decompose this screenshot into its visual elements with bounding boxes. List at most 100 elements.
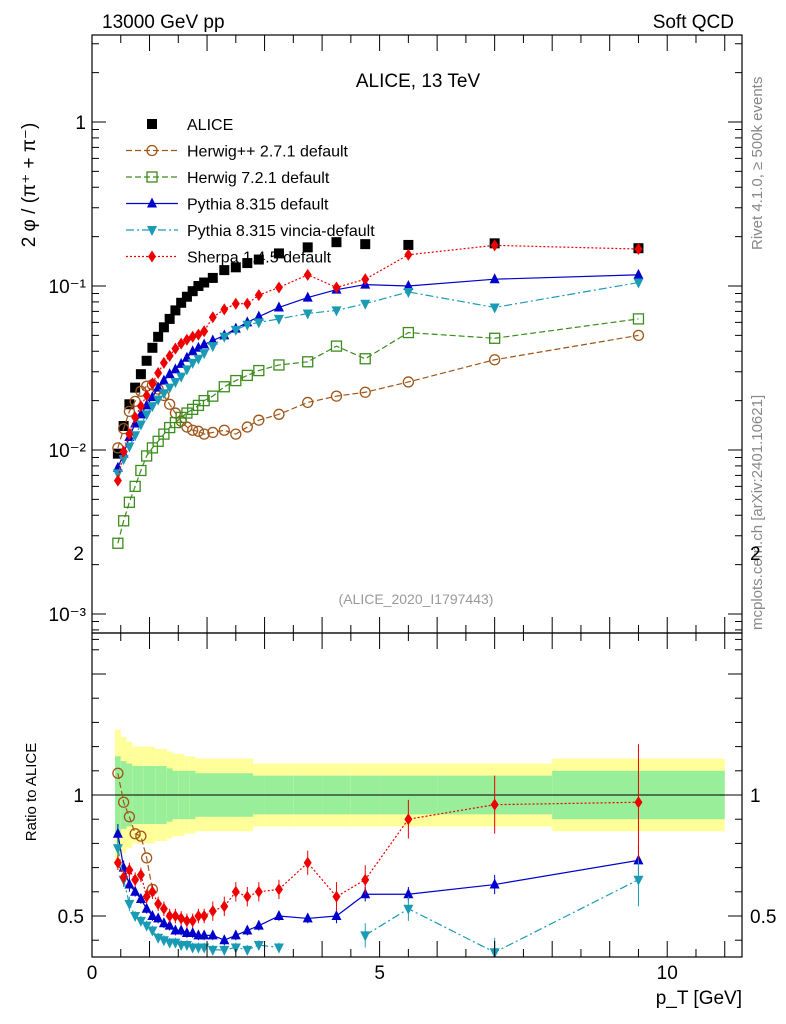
legend-label-alice: ALICE	[187, 117, 233, 134]
data-point-sherpa	[243, 297, 252, 310]
data-point-vincia	[164, 383, 175, 394]
main-y-tick-label: 1	[75, 113, 86, 134]
ratio-point-sherpa	[231, 885, 240, 898]
data-point-herwig7	[632, 313, 645, 325]
data-point-alice	[118, 421, 129, 432]
data-point-herwig7	[402, 326, 415, 339]
data-point-herwig7	[359, 353, 371, 365]
data-point-alice	[112, 448, 123, 459]
series-line-herwig7	[117, 318, 639, 544]
ratio-point-herwigpp	[129, 828, 141, 840]
data-point-pythia	[199, 338, 210, 349]
data-point-alice	[253, 254, 264, 265]
data-point-herwigpp	[198, 428, 210, 440]
data-point-herwig7	[273, 359, 285, 371]
data-point-sherpa	[361, 273, 370, 286]
data-point-sherpa	[220, 303, 229, 316]
data-point-pythia	[135, 408, 146, 419]
ratio-point-sherpa	[194, 910, 203, 922]
data-point-sherpa	[119, 445, 128, 458]
ratio-point-pythia	[489, 878, 500, 889]
main-y-tick-label: 10⁻²	[49, 441, 87, 462]
ratio-point-pythia	[135, 893, 146, 904]
data-point-vincia	[489, 303, 500, 314]
data-point-vincia	[219, 332, 230, 343]
ratio-point-sherpa	[200, 910, 209, 922]
data-point-herwig7	[330, 340, 343, 352]
data-point-herwig7	[302, 356, 314, 368]
ratio-point-sherpa	[148, 885, 157, 898]
ratio-point-pythia	[242, 924, 253, 935]
x-tick-label: 0	[87, 963, 98, 984]
ratio-point-vincia	[242, 945, 253, 956]
data-point-pythia	[164, 368, 175, 379]
data-point-vincia	[633, 278, 644, 289]
data-point-alice	[141, 355, 152, 366]
data-point-alice	[360, 239, 371, 250]
ratio-point-sherpa	[159, 902, 168, 915]
data-point-herwig7	[123, 496, 136, 508]
ratio-y-tick-label-right: 1	[750, 786, 761, 807]
legend-label-pythia: Pythia 8.315 default	[187, 197, 329, 214]
data-point-alice	[219, 265, 230, 276]
ratio-y-tick-label: 2	[73, 544, 84, 565]
ratio-point-pythia	[403, 888, 414, 899]
data-point-herwigpp	[207, 426, 219, 439]
data-point-herwigpp	[181, 421, 193, 433]
data-point-herwigpp	[218, 424, 230, 436]
data-point-sherpa	[332, 281, 341, 294]
data-point-sherpa	[142, 389, 151, 402]
main-y-ticks	[92, 43, 742, 640]
data-point-vincia	[176, 372, 187, 383]
ratio-point-pythia	[199, 929, 210, 940]
x-axis-label: p_T [GeV]	[656, 988, 742, 1009]
data-point-vincia	[242, 320, 253, 331]
x-tick-label: 10	[657, 963, 678, 984]
data-point-herwigpp	[192, 425, 205, 437]
ratio-point-sherpa	[404, 813, 413, 826]
data-point-herwigpp	[253, 414, 265, 426]
data-point-pythia	[158, 374, 169, 385]
data-point-sherpa	[208, 311, 217, 324]
data-point-vincia	[158, 389, 169, 400]
data-point-vincia	[403, 287, 414, 298]
ratio-point-herwigpp	[117, 796, 130, 808]
data-point-sherpa	[136, 400, 145, 413]
ratio-point-vincia	[135, 916, 146, 927]
data-point-alice	[199, 277, 210, 288]
data-point-herwigpp	[117, 422, 130, 435]
series-line-herwigpp	[117, 334, 639, 449]
data-point-vincia	[199, 349, 210, 360]
data-point-herwig7	[158, 428, 170, 440]
ratio-point-pythia	[273, 910, 284, 920]
data-point-alice	[164, 313, 175, 324]
data-point-alice	[230, 262, 241, 273]
series-line-vincia	[117, 281, 639, 474]
ratio-point-pythia	[130, 885, 141, 896]
data-point-sherpa	[200, 325, 209, 338]
data-point-pythia	[253, 310, 264, 321]
ratio-point-sherpa	[125, 864, 134, 877]
legend-label-herwig7: Herwig 7.2.1 default	[187, 170, 330, 187]
data-point-vincia	[360, 299, 371, 310]
data-point-sherpa	[113, 474, 122, 487]
data-point-alice	[124, 399, 135, 410]
data-point-herwigpp	[187, 424, 199, 436]
data-point-sherpa	[171, 342, 180, 355]
ratio-point-vincia	[112, 844, 123, 855]
x-tick-label: 5	[374, 963, 385, 984]
data-point-pythia	[176, 357, 187, 368]
data-point-sherpa	[165, 349, 174, 362]
data-point-vincia	[135, 420, 146, 431]
data-point-alice	[242, 258, 253, 269]
ratio-point-sherpa	[131, 873, 140, 886]
data-point-vincia	[153, 395, 164, 406]
data-point-herwigpp	[230, 428, 242, 440]
header-left-label: 13000 GeV pp	[102, 12, 225, 33]
data-point-pythia	[302, 291, 313, 302]
ratio-point-pythia	[302, 912, 313, 923]
ratio-point-pythia	[176, 924, 187, 935]
data-point-herwigpp	[330, 390, 343, 402]
data-point-sherpa	[303, 268, 312, 281]
